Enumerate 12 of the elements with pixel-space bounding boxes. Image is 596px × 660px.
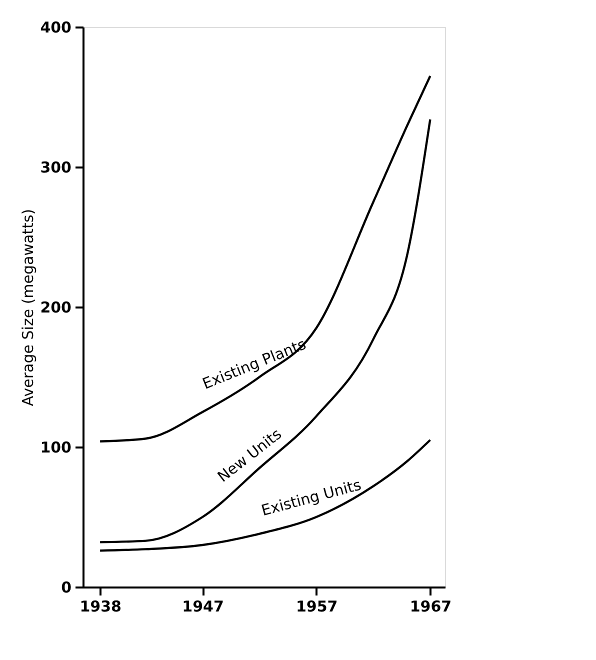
text: Existing Units [259,476,364,520]
x-tick-label: 1967 [410,598,452,616]
x-tick-label: 1947 [182,598,224,616]
y-tick-label: 400 [40,18,72,36]
x-tick-label: 1957 [296,598,338,616]
y-tick-label: 0 [61,578,72,596]
y-axis-title: Average Size (megawatts) [19,208,38,406]
y-tick-label: 300 [40,158,72,176]
line-series [98,118,432,544]
y-tick-label: 200 [40,298,72,316]
y-tick-label: 100 [40,438,72,456]
x-tick-label: 1938 [80,598,122,616]
